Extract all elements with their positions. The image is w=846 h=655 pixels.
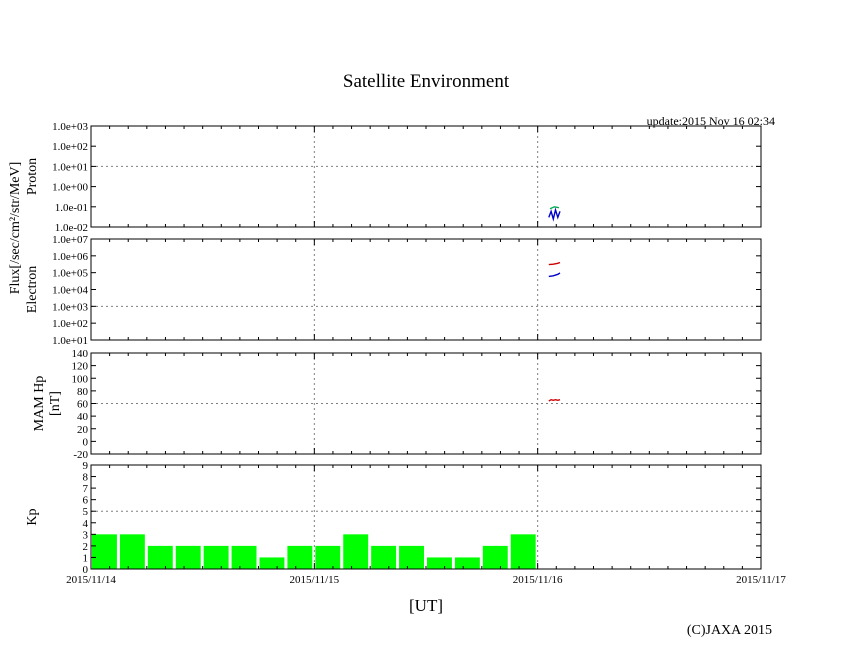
y-tick-label: 0 — [83, 564, 89, 576]
y-tick-label: 6 — [83, 495, 89, 507]
kp-bar — [259, 557, 285, 569]
panel-y-label: Kp — [25, 508, 40, 525]
x-tick-label: 2015/11/17 — [736, 574, 786, 586]
y-tick-label: 80 — [77, 386, 89, 398]
copyright-text: (C)JAXA 2015 — [687, 623, 772, 638]
panel-electron: 1.0e+01 1.0e+02 1.0e+03 1.0e+04 1.0e+05 1.0e+… — [25, 234, 762, 347]
y-tick-label: -20 — [73, 449, 88, 461]
y-tick-label: 3 — [83, 529, 89, 541]
panel-y-label: Proton — [25, 158, 40, 195]
x-tick-label: 2015/11/14 — [66, 574, 116, 586]
y-tick-label: 40 — [77, 411, 89, 423]
y-tick-label: 1.0e+03 — [52, 121, 88, 133]
x-tick-label: 2015/11/15 — [289, 574, 339, 586]
y-tick-label: 100 — [72, 373, 89, 385]
y-tick-label: 7 — [83, 483, 89, 495]
kp-bar — [147, 545, 173, 569]
y-tick-label: 1.0e+02 — [52, 141, 88, 153]
kp-bar — [203, 545, 229, 569]
axis-frame — [90, 238, 762, 341]
kp-bar — [287, 545, 313, 569]
kp-bar — [175, 545, 201, 569]
y-tick-label: 120 — [72, 361, 89, 373]
y-tick-label: 20 — [77, 424, 89, 436]
y-tick-label: 1.0e+07 — [52, 234, 88, 246]
kp-bar — [92, 534, 117, 569]
kp-bar — [454, 557, 480, 569]
y-tick-label: 9 — [83, 460, 89, 472]
y-tick-label: 1 — [83, 552, 89, 564]
series-line-red — [548, 398, 561, 402]
y-tick-label: 1.0e+01 — [52, 161, 88, 173]
panel-y-label: MAM Hp — [32, 376, 47, 432]
y-tick-label: 1.0e+04 — [52, 285, 88, 297]
y-tick-label: 1.0e+01 — [52, 335, 88, 347]
kp-bar — [510, 534, 536, 569]
y-tick-label: 60 — [77, 399, 89, 411]
kp-bar — [231, 545, 257, 569]
y-tick-label: 1.0e+00 — [52, 182, 88, 194]
x-tick-label: 2015/11/16 — [513, 574, 563, 586]
y-tick-label: 1.0e+02 — [52, 318, 88, 330]
kp-bar — [399, 545, 424, 569]
kp-bar — [119, 534, 145, 569]
series-line-blue — [548, 272, 561, 278]
series-line-red — [548, 261, 561, 266]
panel-y-unit-label: [nT] — [48, 391, 63, 416]
y-tick-label: 1.0e-01 — [55, 202, 88, 214]
y-tick-label: 2 — [83, 541, 89, 553]
kp-bar — [482, 545, 508, 569]
shared-y-axis-label: Flux[/sec/cm²/str/MeV] — [8, 162, 23, 295]
series-line-blue — [548, 207, 561, 222]
panel-y-label: Electron — [25, 266, 40, 313]
y-tick-label: 1.0e+05 — [52, 268, 88, 280]
y-tick-label: 0 — [83, 436, 89, 448]
y-tick-label: 4 — [83, 518, 89, 530]
y-tick-label: 1.0e-02 — [55, 222, 88, 234]
page-title: Satellite Environment — [343, 71, 510, 92]
y-tick-label: 1.0e+03 — [52, 301, 88, 313]
y-tick-label: 8 — [83, 472, 89, 484]
update-timestamp: update:2015 Nov 16 02:34 — [647, 114, 775, 128]
axis-frame — [90, 125, 762, 228]
series-line-green — [549, 206, 560, 210]
x-axis-label: [UT] — [409, 596, 443, 615]
kp-bar — [343, 534, 369, 569]
y-tick-label: 5 — [83, 506, 89, 518]
y-tick-label: 140 — [72, 348, 89, 360]
kp-bar — [427, 557, 452, 569]
chart-panels: 1.0e-021.0e-011.0e+001.0e+011.0e+021.0e+… — [25, 121, 786, 586]
kp-bar — [371, 545, 397, 569]
kp-bar — [315, 545, 341, 569]
y-tick-label: 1.0e+06 — [52, 251, 88, 263]
panel-proton: 1.0e-02 1.0e-01 1.0e+00 1.0e+01 1.0e+02 1.0e+… — [25, 121, 762, 234]
